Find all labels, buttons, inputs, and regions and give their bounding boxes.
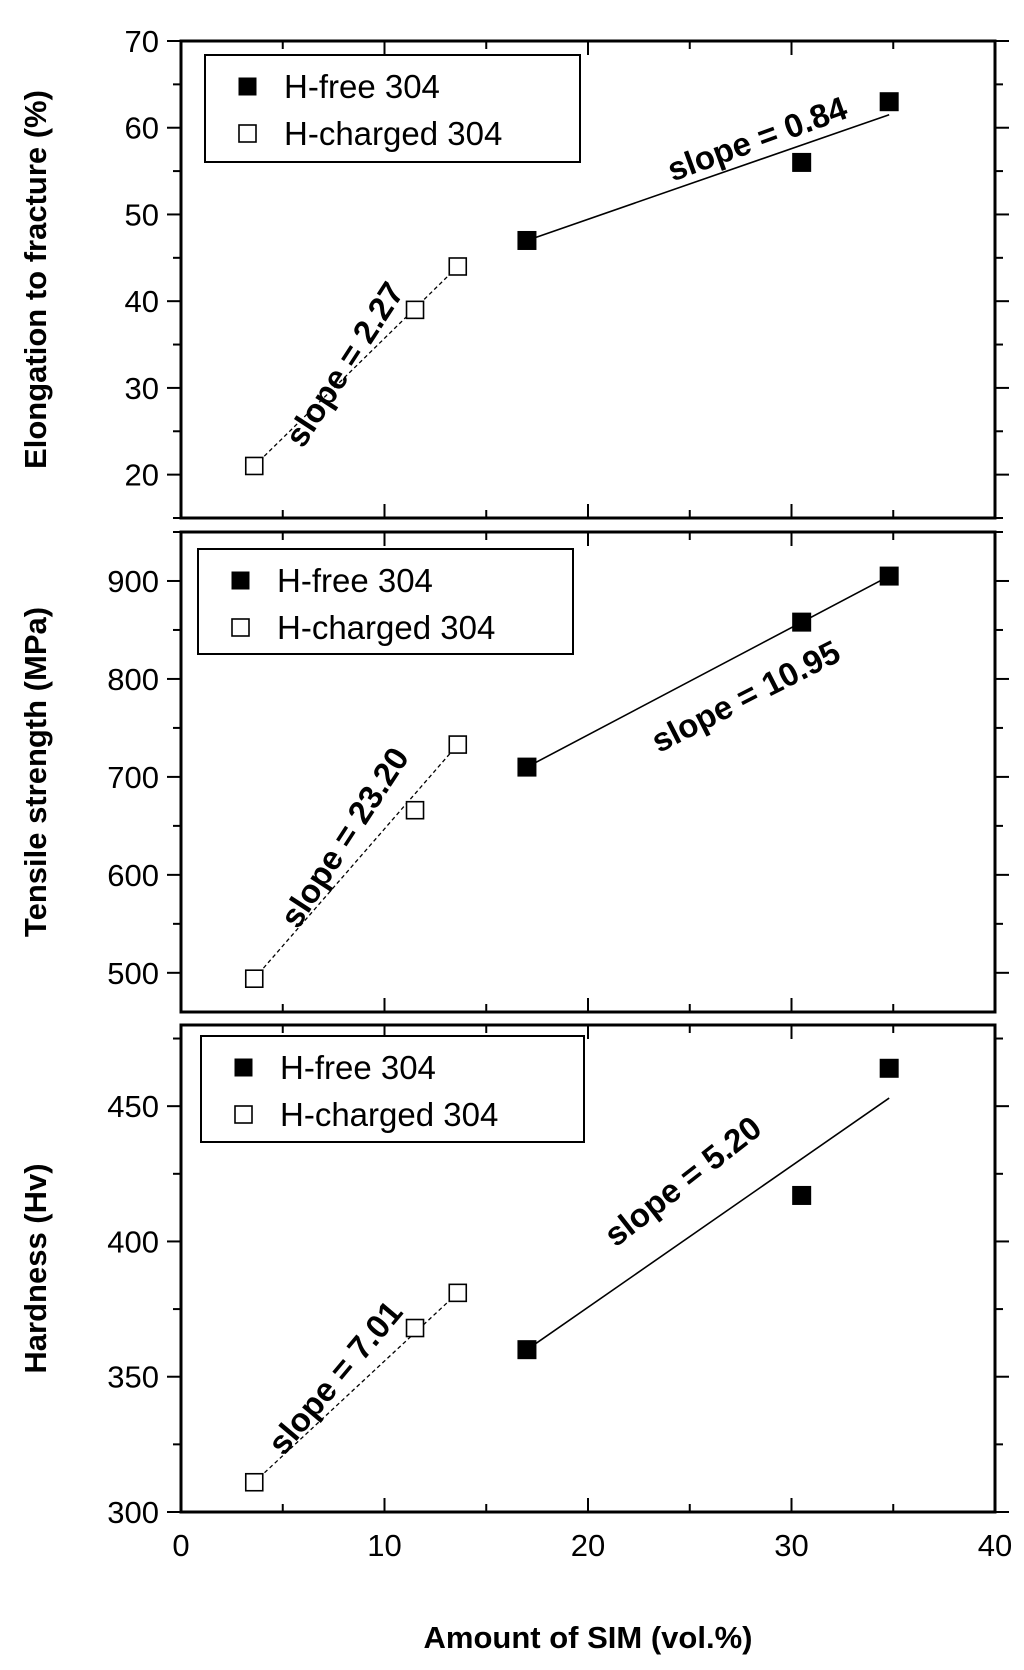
legend-h-charged-marker: [238, 124, 257, 143]
legend-label: H-charged 304: [284, 115, 502, 152]
h-charged-point: [244, 969, 264, 988]
x-axis-title: Amount of SIM (vol.%): [424, 1620, 753, 1655]
y-axis-title: Tensile strength (MPa): [18, 607, 53, 937]
legend-label: H-charged 304: [280, 1096, 498, 1133]
y-tick-label: 800: [107, 662, 159, 697]
legend-label: H-free 304: [277, 562, 433, 599]
h-charged-point: [448, 257, 468, 276]
slope-annotation: slope = 7.01: [260, 1294, 409, 1462]
fit-line-h-free: [526, 575, 890, 768]
y-tick-label: 60: [125, 111, 159, 146]
fit-line-h-charged: [253, 744, 459, 980]
h-charged-point: [448, 1283, 468, 1303]
legend-box: [197, 548, 574, 655]
h-charged-point: [244, 1472, 264, 1492]
legend: H-free 304 H-charged 304: [197, 548, 574, 655]
y-tick-label: 30: [125, 371, 159, 406]
panel-bottom: 300 350 400 450 0 10 20 30 40 Hardness (Hv) Amount…: [18, 1023, 1012, 1655]
h-free-point: [517, 230, 537, 250]
y-tick-label: 500: [107, 956, 159, 991]
fit-line-h-charged: [253, 266, 459, 467]
slope-annotation: slope = 5.20: [597, 1109, 768, 1254]
y-tick-label: 400: [107, 1224, 159, 1259]
y-axis-title: Hardness (Hv): [18, 1163, 53, 1373]
y-tick-label: 600: [107, 858, 159, 893]
h-free-point: [517, 757, 537, 777]
legend-h-charged-marker: [231, 618, 250, 637]
x-tick-label: 0: [172, 1528, 189, 1563]
legend-h-free-marker: [238, 77, 257, 96]
slope-annotation: slope = 0.84: [662, 89, 852, 188]
h-charged-point: [244, 456, 264, 476]
h-free-point: [879, 92, 899, 112]
y-tick-label: 20: [125, 458, 159, 493]
y-tick-label: 900: [107, 564, 159, 599]
panel-middle: 500 600 700 800 900 Tensile strength (MPa) slo…: [18, 530, 1009, 1014]
x-tick-label: 40: [978, 1528, 1012, 1563]
slope-annotation: slope = 23.20: [273, 741, 416, 934]
h-free-point: [879, 1058, 899, 1078]
slope-annotation: slope = 2.27: [278, 275, 411, 453]
h-charged-point: [405, 800, 425, 820]
x-tick-label: 30: [774, 1528, 808, 1563]
y-tick-label: 350: [107, 1360, 159, 1395]
y-axis-title: Elongation to fracture (%): [18, 90, 53, 469]
y-tick-label: 50: [125, 197, 159, 232]
legend: H-free 304 H-charged 304: [200, 1035, 585, 1143]
y-tick-label: 300: [107, 1495, 159, 1530]
h-free-point: [517, 1340, 537, 1360]
y-tick-label: 40: [125, 284, 159, 319]
legend: H-free 304 H-charged 304: [204, 54, 581, 163]
fit-line-h-free: [526, 1097, 890, 1351]
panel-top: 20 30 40 50 60 70 Elongation to fracture (%) sl…: [18, 24, 1009, 520]
legend-h-free-marker: [231, 571, 250, 590]
fit-line-h-free: [526, 113, 890, 242]
legend-box: [204, 54, 581, 163]
y-tick-label: 70: [125, 24, 159, 59]
h-free-point: [879, 566, 899, 586]
h-charged-point: [405, 300, 425, 320]
legend-label: H-free 304: [280, 1049, 436, 1086]
legend-h-free-marker: [234, 1058, 253, 1077]
legend-label: H-free 304: [284, 68, 440, 105]
legend-box: [200, 1035, 585, 1143]
h-free-point: [792, 1185, 812, 1205]
y-tick-label: 700: [107, 760, 159, 795]
h-charged-point: [405, 1318, 425, 1338]
x-tick-label: 10: [367, 1528, 401, 1563]
h-free-point: [792, 612, 812, 632]
legend-label: H-charged 304: [277, 609, 495, 646]
y-tick-label: 450: [107, 1089, 159, 1124]
legend-h-charged-marker: [234, 1105, 253, 1124]
h-charged-point: [448, 735, 468, 754]
h-free-point: [792, 152, 812, 172]
x-tick-label: 20: [571, 1528, 605, 1563]
